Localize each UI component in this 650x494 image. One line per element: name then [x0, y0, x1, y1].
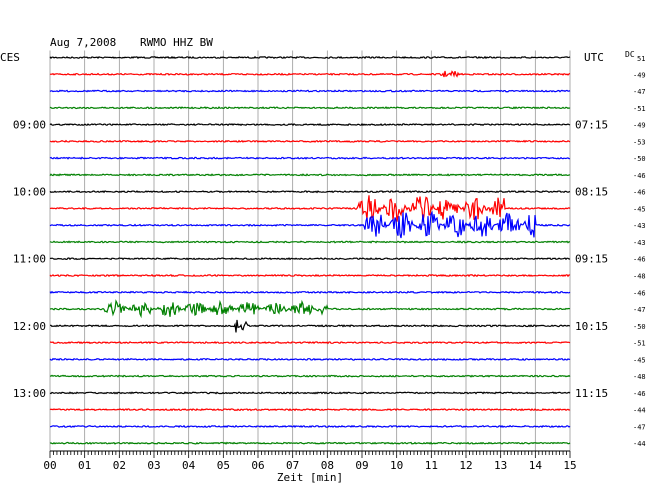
- dc-offset-label: -47: [633, 88, 646, 96]
- x-tick-label: 09: [355, 459, 368, 472]
- x-tick-label: 00: [43, 459, 56, 472]
- seismic-trace: [49, 156, 570, 160]
- seismic-trace: [49, 408, 571, 412]
- header-date: Aug 7,2008: [50, 36, 116, 49]
- dc-offset-label: -43: [633, 222, 646, 230]
- seismic-trace: [49, 106, 571, 110]
- seismic-trace: [49, 190, 571, 194]
- left-time-label: 12:00: [13, 320, 46, 333]
- seismic-trace: [49, 240, 571, 244]
- seismic-trace: [49, 55, 571, 60]
- dc-offset-label: -44: [633, 407, 646, 415]
- dc-offset-label: -46: [633, 172, 646, 180]
- seismic-trace: [49, 139, 571, 143]
- x-tick-label: 14: [529, 459, 543, 472]
- seismic-trace: [49, 173, 571, 177]
- minute-grid: [49, 50, 571, 451]
- left-time-label: 09:00: [13, 119, 46, 132]
- chart-labels: Aug 7,2008 RWMO HHZ BW CES UTC DC 51 Zei…: [0, 36, 646, 484]
- seismic-traces: [49, 55, 571, 445]
- x-tick-label: 10: [390, 459, 403, 472]
- seismic-trace: [49, 374, 571, 378]
- dc-offset-label: -46: [633, 256, 646, 264]
- seismic-trace: [49, 299, 571, 319]
- seismic-trace: [49, 441, 571, 445]
- right-time-label: 11:15: [575, 387, 608, 400]
- dc-offset-label: -49: [633, 71, 646, 79]
- seismic-trace: [49, 122, 571, 127]
- left-time-label: 13:00: [13, 387, 46, 400]
- dc-offset-label: -50: [633, 323, 646, 331]
- left-time-label: 10:00: [13, 186, 46, 199]
- seismic-trace: [49, 357, 571, 361]
- dc-offset-label: -53: [633, 138, 646, 146]
- dc-offset-label: -46: [633, 189, 646, 197]
- x-axis-title: Zeit [min]: [277, 471, 343, 484]
- dc-offset-label: -51: [633, 105, 646, 113]
- x-tick-label: 08: [321, 459, 334, 472]
- dc-offset-label: -51: [633, 340, 646, 348]
- seismic-trace: [49, 195, 571, 222]
- right-time-label: 09:15: [575, 253, 608, 266]
- seismic-trace: [50, 319, 570, 333]
- dc-offset-label: -45: [633, 205, 646, 213]
- seismic-trace: [49, 89, 571, 93]
- x-tick-label: 04: [182, 459, 196, 472]
- x-tick-label: 05: [217, 459, 230, 472]
- dc-offset-label: -47: [633, 306, 646, 314]
- dc-offset-label: -46: [633, 390, 646, 398]
- dc-label: DC: [625, 50, 635, 59]
- right-time-label: 08:15: [575, 186, 608, 199]
- x-tick-label: 06: [251, 459, 264, 472]
- left-timezone-label: CES: [0, 51, 20, 64]
- x-tick-label: 12: [459, 459, 472, 472]
- seismic-trace: [49, 290, 571, 294]
- dc-offset-label: -45: [633, 356, 646, 364]
- right-time-label: 07:15: [575, 119, 608, 132]
- dc-offset-label: -46: [633, 289, 646, 297]
- seismic-trace: [49, 273, 571, 278]
- seismic-trace: [50, 424, 571, 429]
- x-tick-label: 01: [78, 459, 91, 472]
- dc-first-value: 51: [637, 55, 645, 63]
- dc-offset-label: -47: [633, 423, 646, 431]
- dc-offset-label: -48: [633, 273, 646, 281]
- dc-offset-label: -49: [633, 122, 646, 130]
- dc-offset-label: -44: [633, 440, 646, 448]
- seismic-trace: [50, 341, 571, 345]
- x-axis: 00 01 02 03 04 05 06 07 08 09 10 11 12 13 14 15: [43, 450, 577, 472]
- header-station: RWMO HHZ BW: [140, 36, 213, 49]
- x-tick-label: 11: [425, 459, 438, 472]
- seismic-trace: [49, 70, 571, 78]
- seismic-trace: [49, 257, 570, 261]
- right-timezone-label: UTC: [584, 51, 604, 64]
- dc-offset-label: -50: [633, 155, 646, 163]
- x-tick-label: 15: [563, 459, 576, 472]
- x-tick-label: 13: [494, 459, 507, 472]
- right-time-label: 10:15: [575, 320, 608, 333]
- x-tick-label: 03: [147, 459, 160, 472]
- x-tick-label: 07: [286, 459, 299, 472]
- dc-offset-label: -43: [633, 239, 646, 247]
- seismic-trace: [49, 391, 571, 395]
- x-tick-label: 02: [113, 459, 126, 472]
- seismic-trace: [49, 210, 571, 239]
- dc-offset-label: -48: [633, 373, 646, 381]
- left-time-label: 11:00: [13, 253, 46, 266]
